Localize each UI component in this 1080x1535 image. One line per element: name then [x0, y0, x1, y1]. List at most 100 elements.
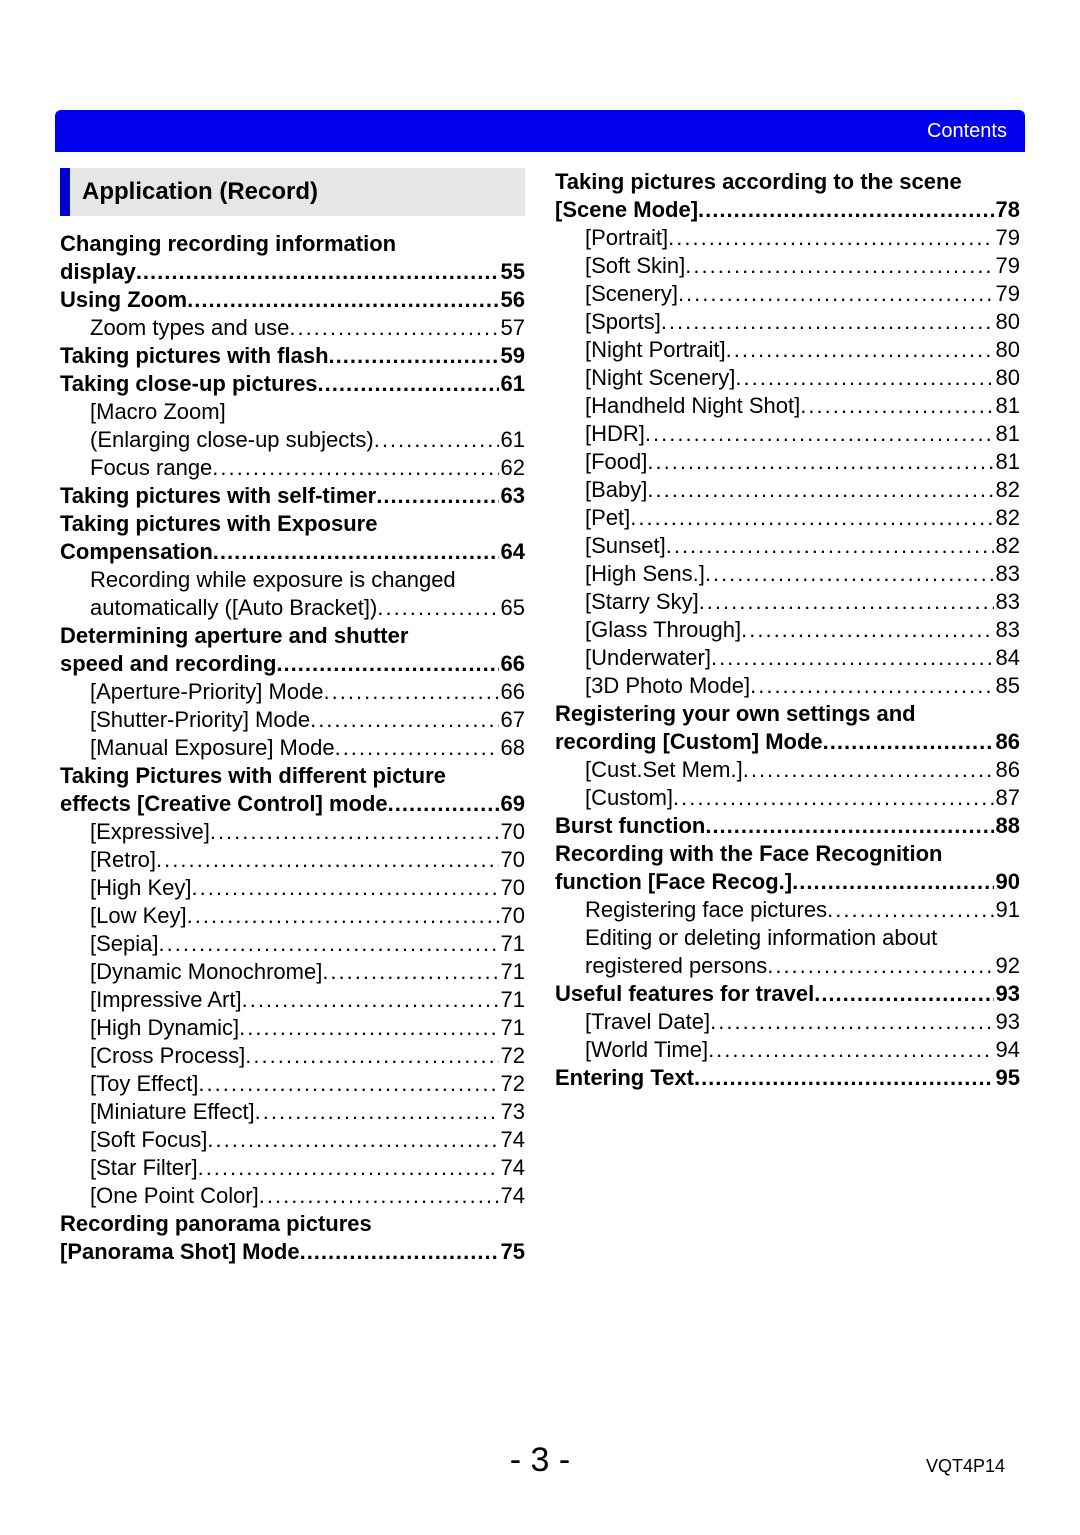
- toc-leader-dots: [192, 874, 499, 902]
- toc-leader-dots: [187, 286, 498, 314]
- toc-leader-dots: [705, 812, 993, 840]
- toc-entry-page: 78: [994, 196, 1020, 224]
- toc-leader-dots: [239, 1014, 498, 1042]
- toc-entry-label: [Underwater]: [585, 644, 711, 672]
- toc-entry-page: 86: [994, 728, 1020, 756]
- toc-leader-dots: [212, 454, 498, 482]
- toc-leader-dots: [792, 868, 993, 896]
- toc-leader-dots: [335, 734, 499, 762]
- toc-entry-page: 92: [994, 952, 1020, 980]
- toc-entry-label: [Travel Date]: [585, 1008, 710, 1036]
- toc-sub-entry: [Cust.Set Mem.] 86: [555, 756, 1020, 784]
- toc-leader-dots: [711, 644, 994, 672]
- toc-entry-label: [High Dynamic]: [90, 1014, 239, 1042]
- toc-sub-entry: [Retro] 70: [60, 846, 525, 874]
- toc-entry-page: 83: [994, 560, 1020, 588]
- toc-entry-page: 79: [994, 252, 1020, 280]
- toc-leader-dots: [673, 784, 993, 812]
- toc-entry-page: 93: [994, 980, 1020, 1008]
- toc-sub-entry: [Soft Skin] 79: [555, 252, 1020, 280]
- toc-entry-page: 75: [499, 1238, 525, 1266]
- toc-heading-line: Taking pictures with Exposure: [60, 510, 525, 538]
- toc-sub-entry: [One Point Color]74: [60, 1182, 525, 1210]
- toc-leader-dots: [645, 420, 994, 448]
- toc-entry-page: 82: [994, 476, 1020, 504]
- toc-entry-label: registered persons: [585, 952, 767, 980]
- toc-entry-label: [Soft Skin]: [585, 252, 685, 280]
- toc-leader-dots: [647, 476, 993, 504]
- toc-entry-page: 64: [499, 538, 525, 566]
- toc-entry-label: [Scenery]: [585, 280, 678, 308]
- toc-entry-page: 74: [499, 1126, 525, 1154]
- toc-entry-label: [Sepia]: [90, 930, 159, 958]
- toc-leader-dots: [300, 1238, 499, 1266]
- toc-sub-entry: Focus range 62: [60, 454, 525, 482]
- toc-entry-page: 80: [994, 364, 1020, 392]
- toc-sub-entry: [Sports]80: [555, 308, 1020, 336]
- header-label: Contents: [927, 120, 1007, 142]
- toc-entry-label: [Retro]: [90, 846, 156, 874]
- toc-entry-page: 86: [994, 756, 1020, 784]
- toc-entry-label: recording [Custom] Mode: [555, 728, 823, 756]
- toc-leader-dots: [750, 672, 993, 700]
- toc-sub-entry: [Star Filter]74: [60, 1154, 525, 1182]
- toc-entry-page: 93: [994, 1008, 1020, 1036]
- toc-heading-line: Registering your own settings and: [555, 700, 1020, 728]
- toc-leader-dots: [318, 370, 499, 398]
- toc-sub-entry: [High Key]70: [60, 874, 525, 902]
- toc-sub-entry: [Underwater]84: [555, 644, 1020, 672]
- toc-sub-entry: registered persons 92: [555, 952, 1020, 980]
- toc-sub-entry: [Handheld Night Shot] 81: [555, 392, 1020, 420]
- toc-entry-label: [Handheld Night Shot]: [585, 392, 800, 420]
- toc-sub-line: Editing or deleting information about: [555, 924, 1020, 952]
- toc-entry-page: 56: [499, 286, 525, 314]
- toc-entry-page: 79: [994, 224, 1020, 252]
- toc-heading-entry: speed and recording66: [60, 650, 525, 678]
- toc-entry-page: 90: [994, 868, 1020, 896]
- toc-heading-entry: effects [Creative Control] mode69: [60, 790, 525, 818]
- toc-entry-label: [Soft Focus]: [90, 1126, 207, 1154]
- toc-entry-label: [Manual Exposure] Mode: [90, 734, 335, 762]
- toc-entry-label: Taking pictures with self-timer: [60, 482, 376, 510]
- toc-sub-entry: [Scenery] 79: [555, 280, 1020, 308]
- toc-entry-label: [Impressive Art]: [90, 986, 242, 1014]
- toc-heading-entry: [Scene Mode]78: [555, 196, 1020, 224]
- toc-entry-label: [Low Key]: [90, 902, 187, 930]
- toc-sub-entry: [Glass Through]83: [555, 616, 1020, 644]
- toc-entry-label: [Toy Effect]: [90, 1070, 198, 1098]
- toc-entry-label: [Night Portrait]: [585, 336, 726, 364]
- toc-entry-page: 59: [499, 342, 525, 370]
- toc-leader-dots: [259, 1182, 499, 1210]
- toc-sub-entry: [Pet]82: [555, 504, 1020, 532]
- toc-entry-page: 80: [994, 336, 1020, 364]
- toc-entry-label: [Custom]: [585, 784, 673, 812]
- toc-heading-entry: Taking close-up pictures 61: [60, 370, 525, 398]
- toc-leader-dots: [198, 1070, 498, 1098]
- toc-entry-page: 67: [499, 706, 525, 734]
- toc-leader-dots: [735, 364, 993, 392]
- toc-content: Application (Record) Changing recording …: [60, 168, 1020, 1266]
- toc-leader-dots: [374, 426, 499, 454]
- toc-sub-entry: [3D Photo Mode] 85: [555, 672, 1020, 700]
- toc-entry-page: 70: [499, 874, 525, 902]
- toc-entry-page: 70: [499, 902, 525, 930]
- toc-entry-label: effects [Creative Control] mode: [60, 790, 388, 818]
- toc-leader-dots: [708, 1036, 993, 1064]
- toc-leader-dots: [156, 846, 498, 874]
- toc-entry-label: Focus range: [90, 454, 212, 482]
- toc-sub-entry: (Enlarging close-up subjects) 61: [60, 426, 525, 454]
- toc-leader-dots: [376, 482, 498, 510]
- toc-leader-dots: [741, 616, 993, 644]
- toc-sub-entry: [High Sens.]83: [555, 560, 1020, 588]
- toc-sub-line: Recording while exposure is changed: [60, 566, 525, 594]
- toc-entry-label: [Shutter-Priority] Mode: [90, 706, 310, 734]
- toc-entry-page: 82: [994, 532, 1020, 560]
- toc-entry-page: 72: [499, 1042, 525, 1070]
- toc-leader-dots: [668, 224, 993, 252]
- toc-sub-entry: [Sunset]82: [555, 532, 1020, 560]
- toc-sub-entry: [HDR] 81: [555, 420, 1020, 448]
- toc-leader-dots: [678, 280, 994, 308]
- toc-entry-label: Registering face pictures: [585, 896, 827, 924]
- toc-entry-label: [Baby]: [585, 476, 647, 504]
- toc-entry-label: [Panorama Shot] Mode: [60, 1238, 300, 1266]
